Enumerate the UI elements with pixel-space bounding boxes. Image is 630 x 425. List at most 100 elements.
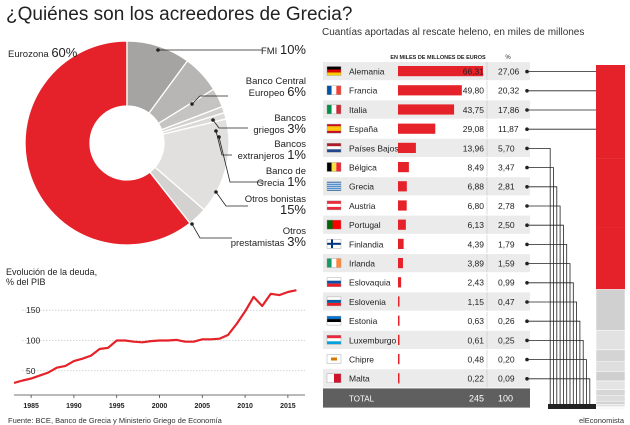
y-tick-label: 50 [26, 366, 36, 376]
pie-label-0: Eurozona 60% [8, 45, 78, 60]
pie-slice-6 [154, 118, 230, 211]
flag-bg [327, 181, 341, 191]
pct-label: 20,32 [498, 86, 520, 96]
pie-leader-dot [214, 129, 218, 133]
total-value: 245 [469, 393, 484, 403]
flag-stripe [327, 316, 341, 320]
bar-chart-subtitle: Cuantías aportadas al rescate heleno, en… [322, 27, 585, 38]
value-label: 49,80 [463, 86, 485, 96]
stacked-segment [595, 389, 626, 397]
page-title: ¿Quiénes son los acreedores de Grecia? [6, 4, 353, 25]
connector-base [548, 404, 596, 409]
value-label: 0,63 [467, 316, 484, 326]
pie-label-name-2: extranjeros [238, 151, 288, 162]
flag-stripe [327, 296, 341, 300]
pct-label: 2,78 [498, 201, 515, 211]
value-label: 0,48 [467, 355, 484, 365]
table-row-bg [323, 350, 530, 369]
flag-stripe [327, 72, 341, 76]
pie-label-name: Bancos [274, 113, 306, 124]
pie-label-text: griegos 3% [253, 121, 306, 136]
pct-label: 0,99 [498, 278, 515, 288]
flag-border [326, 66, 342, 76]
value-bar [398, 258, 403, 269]
flag-border [326, 162, 342, 172]
table-row-bg [323, 196, 530, 215]
value-label: 43,75 [463, 105, 485, 115]
value-bar [398, 277, 402, 288]
country-name: Irlanda [349, 259, 375, 269]
table-row-bg [323, 330, 530, 349]
flag-stripe [327, 162, 332, 172]
flag-stripe [327, 146, 341, 150]
total-pct: 100 [498, 393, 513, 403]
value-label: 3,89 [467, 259, 484, 269]
table-row-bg [323, 254, 530, 273]
pie-label-name: Banco de [266, 166, 306, 177]
flag-stripe [327, 283, 341, 287]
flag-stripe [327, 373, 334, 383]
country-name: Luxemburgo [349, 335, 397, 345]
flag-stripe [327, 322, 341, 326]
pie-leader-dot [190, 222, 194, 226]
connector-line [527, 147, 551, 409]
stacked-segment [595, 329, 626, 351]
flag-border [326, 335, 342, 345]
pie-leader-line [215, 130, 232, 156]
flag-border [326, 200, 342, 211]
brand-footnote: elEconomista [578, 416, 624, 425]
value-bar [398, 315, 400, 326]
table-row-bg [323, 138, 530, 157]
pie-label-value: 10% [280, 42, 306, 57]
pie-leader-dot [156, 48, 160, 52]
value-label: 2,43 [467, 278, 484, 288]
x-tick-label: 2000 [152, 403, 168, 410]
pie-label-name-2: griegos [253, 125, 287, 136]
value-bar [398, 66, 483, 77]
flag-stripe [331, 85, 337, 95]
flag-stripe [327, 338, 341, 342]
table-row: Bélgica 8,49 3,47 [323, 158, 530, 177]
table-row: Grecia 6,88 2,81 [323, 177, 530, 196]
flag-border [326, 296, 342, 307]
pct-label: 5,70 [498, 143, 515, 153]
pct-label: 0,25 [498, 335, 515, 345]
pct-label: 0,09 [498, 374, 515, 384]
pie-label-text: FMI 10% [261, 42, 306, 57]
connector-line [527, 186, 558, 409]
flag-border [326, 219, 342, 230]
country-name: Eslovaquia [349, 278, 391, 288]
pct-label: 2,81 [498, 182, 515, 192]
flag-border [326, 123, 342, 134]
pct-label: 0,26 [498, 316, 515, 326]
stacked-segment [595, 395, 626, 402]
table-row: Malta 0,22 0,09 [323, 369, 530, 388]
flag-stripe [336, 162, 341, 172]
pct-label: 3,47 [498, 163, 515, 173]
table-row-bg [323, 234, 530, 253]
table-row-bg [323, 273, 530, 292]
flag-stripe [327, 149, 341, 153]
flag-stripe [327, 341, 341, 345]
connector-line [527, 205, 561, 409]
connector-line [527, 320, 581, 409]
debt-series-line [13, 289, 297, 384]
table-row: Irlanda 3,89 1,59 [323, 254, 530, 273]
country-name: Italia [349, 105, 367, 115]
value-label: 0,61 [467, 335, 484, 345]
flag-stripe [331, 258, 337, 268]
country-name: Estonia [349, 316, 378, 326]
stacked-segment [596, 65, 625, 159]
flag-stripe [331, 104, 337, 114]
pie-leader-line [212, 119, 248, 129]
source-footnote: Fuente: BCE, Banco de Grecia y Ministeri… [8, 416, 222, 425]
table-row-bg [323, 311, 530, 330]
stacked-segment [596, 158, 625, 228]
flag-bg [327, 220, 341, 230]
value-label: 6,80 [467, 201, 484, 211]
flag-stripe [331, 239, 333, 249]
pie-label-value: 60% [51, 45, 77, 60]
